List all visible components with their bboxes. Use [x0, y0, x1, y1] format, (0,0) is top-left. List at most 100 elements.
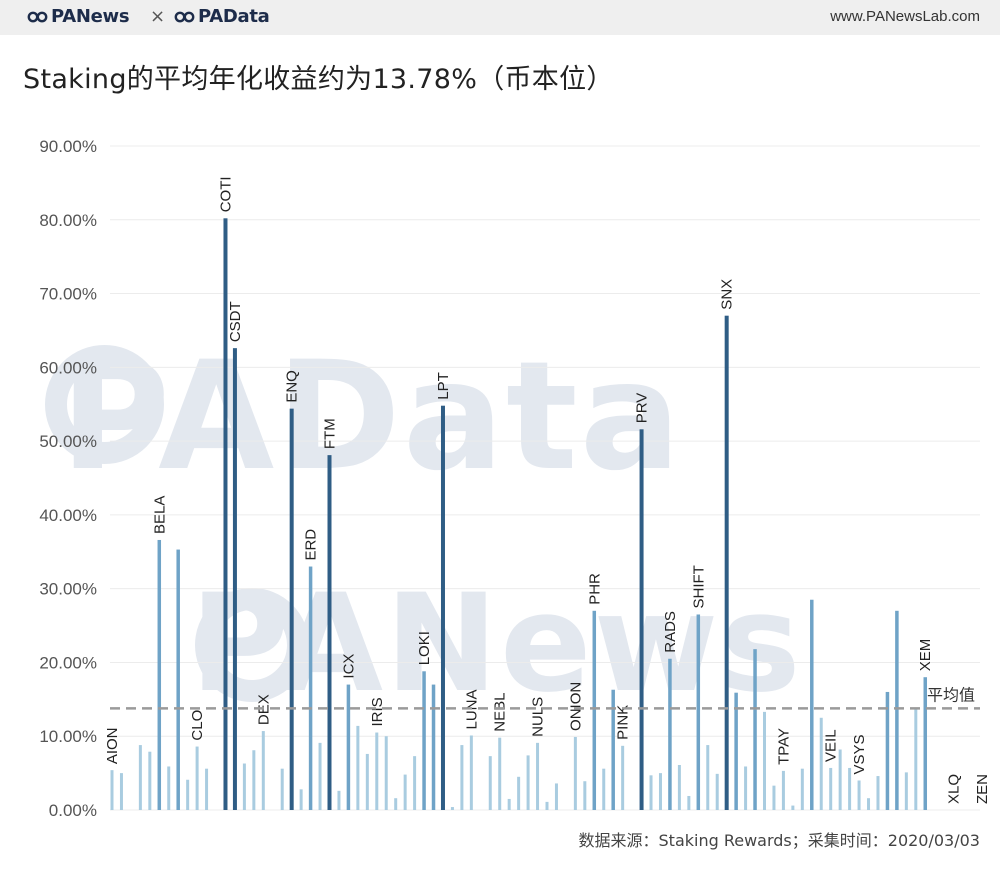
top-bar: PANews × PAData www.PANewsLab.com — [0, 0, 1000, 35]
bar — [885, 691, 890, 810]
bar — [394, 798, 398, 810]
bar — [517, 776, 521, 810]
bar-label: ONION — [567, 682, 584, 731]
bar — [677, 764, 681, 810]
bar — [867, 798, 871, 810]
bar — [744, 766, 748, 810]
bar — [186, 779, 190, 810]
bar — [838, 749, 842, 810]
bar — [763, 711, 766, 810]
bar — [299, 789, 303, 810]
bar-label: SHIFT — [690, 565, 707, 608]
bar-label: LPT — [435, 372, 452, 400]
bar-label: NULS — [530, 697, 547, 737]
bar — [715, 773, 719, 810]
bar — [573, 736, 577, 810]
bar-label: CLO — [189, 710, 206, 741]
bar — [148, 751, 152, 810]
bar — [649, 775, 653, 810]
bar — [460, 745, 464, 810]
bar — [337, 790, 341, 810]
logo-separator: × — [150, 6, 166, 27]
bar — [592, 610, 597, 810]
bar — [195, 746, 199, 810]
bar — [469, 735, 473, 810]
bar — [252, 750, 256, 810]
bar — [658, 773, 662, 810]
bar — [422, 671, 426, 810]
bar-label: IRIS — [369, 697, 386, 726]
bar-label: PHR — [586, 573, 603, 605]
bar — [346, 684, 351, 810]
bar-label: ENQ — [284, 370, 301, 403]
bar — [280, 768, 284, 810]
bar — [914, 708, 918, 810]
bar-label: XEM — [917, 639, 934, 672]
bar — [488, 756, 492, 810]
bar-label: NEBL — [492, 693, 509, 732]
site-url[interactable]: www.PANewsLab.com — [830, 8, 980, 25]
padata-mark-icon — [174, 11, 195, 23]
bar-label: VSYS — [851, 734, 868, 774]
bar-label: ICX — [340, 654, 357, 679]
bar — [157, 539, 162, 810]
bar-label: PRV — [634, 393, 651, 424]
bar — [431, 684, 436, 810]
bar — [734, 692, 738, 810]
bar — [554, 783, 558, 810]
bar-label: AION — [104, 727, 121, 764]
bar-label: RADS — [662, 611, 679, 653]
bar — [611, 689, 615, 810]
bar — [895, 610, 899, 810]
bar — [696, 614, 701, 810]
bar — [753, 649, 757, 810]
y-tick-label: 70.00% — [39, 285, 97, 304]
bar — [327, 455, 332, 810]
bar-label: VEIL — [823, 729, 840, 762]
bar — [365, 753, 369, 810]
bar — [356, 725, 360, 810]
bar — [724, 315, 729, 810]
bar-label: COTI — [217, 176, 234, 212]
bar — [242, 763, 246, 810]
bar — [706, 745, 710, 810]
bar — [440, 405, 445, 810]
bar — [545, 801, 549, 810]
bar-label: LOKI — [416, 631, 433, 665]
bar — [621, 745, 625, 810]
y-tick-label: 30.00% — [39, 580, 97, 599]
bar — [498, 737, 502, 810]
bar — [848, 767, 852, 810]
bar — [384, 736, 388, 810]
bar-label: ZEN — [974, 774, 991, 804]
panews-logo-text: PANews — [51, 6, 130, 27]
bar-label: ERD — [303, 529, 320, 561]
bar — [857, 780, 861, 810]
bar — [923, 677, 928, 810]
padata-logo: PAData — [174, 6, 270, 27]
bar — [526, 755, 530, 810]
bar-label: CSDT — [227, 301, 244, 342]
bar — [223, 218, 228, 810]
bar — [687, 795, 691, 810]
bar — [876, 776, 880, 810]
y-tick-label: 40.00% — [39, 506, 97, 525]
bar — [781, 770, 785, 810]
bar — [668, 658, 672, 810]
y-tick-label: 0.00% — [49, 801, 97, 820]
bar — [829, 767, 833, 810]
y-tick-label: 20.00% — [39, 653, 97, 672]
bar — [110, 770, 114, 810]
y-tick-label: 80.00% — [39, 211, 97, 230]
bar — [261, 731, 265, 810]
bar — [602, 768, 606, 810]
bar — [232, 348, 237, 810]
bar — [904, 772, 908, 810]
bar-label: BELA — [151, 496, 168, 534]
bar — [639, 429, 644, 810]
data-source: 数据来源：Staking Rewards；采集时间：2020/03/03 — [578, 831, 980, 850]
bar — [119, 773, 123, 810]
bar-label: FTM — [322, 418, 339, 449]
bar — [450, 807, 454, 810]
padata-logo-text: PAData — [198, 6, 270, 27]
